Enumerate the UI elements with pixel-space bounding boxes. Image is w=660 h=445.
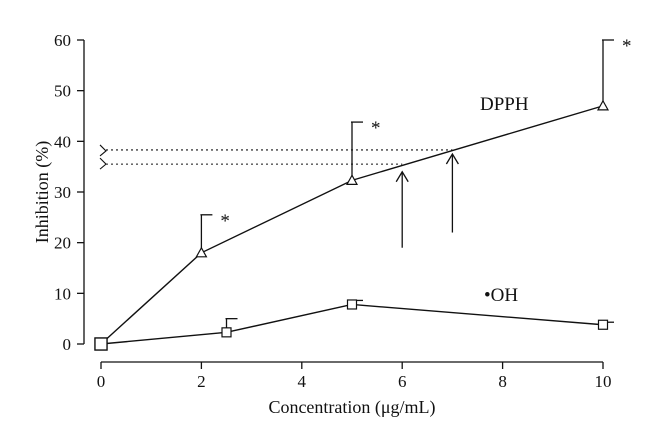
y-tick-label: 40 [54,132,71,151]
significance-star: * [622,36,632,57]
plot-area: * * * DPPH •OH [94,36,632,351]
x-tick-label: 2 [197,372,206,391]
y-tick-label: 0 [63,335,72,354]
data-point-origin [94,337,108,351]
axis-break-mark [99,144,107,157]
axis-break-mark [99,157,107,170]
x-tick-label: 0 [97,372,106,391]
y-axis-label: Inhibition (%) [32,141,53,243]
y-tick-label: 30 [54,183,71,202]
data-point-triangle [345,174,359,185]
significance-star: * [220,211,230,232]
x-axis-label: Concentration (μg/mL) [268,397,435,418]
data-point-triangle [596,99,610,111]
data-point-triangle [195,246,208,258]
reference-lines [99,144,459,248]
y-tick-label: 10 [54,284,71,303]
arrow-head [445,152,459,165]
y-tick-label: 60 [54,31,71,50]
data-point-square [346,299,358,310]
series-line [100,105,604,345]
series-oh [94,299,614,351]
arrow-head [395,170,409,183]
y-tick-label: 50 [54,82,71,101]
x-tick-label: 10 [595,372,612,391]
axes: 0 10 20 30 40 50 60 0 2 4 6 8 10 [54,31,612,391]
series-label-dpph: DPPH [480,94,529,115]
series-line [100,303,604,345]
x-tick-label: 4 [298,372,307,391]
x-tick-label: 6 [398,372,407,391]
significance-star: * [371,118,381,139]
data-point-square [597,319,609,330]
y-tick-label: 20 [54,234,71,253]
series-dpph: * * * [94,36,632,351]
x-tick-label: 8 [498,372,507,391]
data-point-square [221,327,232,338]
series-label-oh: •OH [484,285,518,306]
